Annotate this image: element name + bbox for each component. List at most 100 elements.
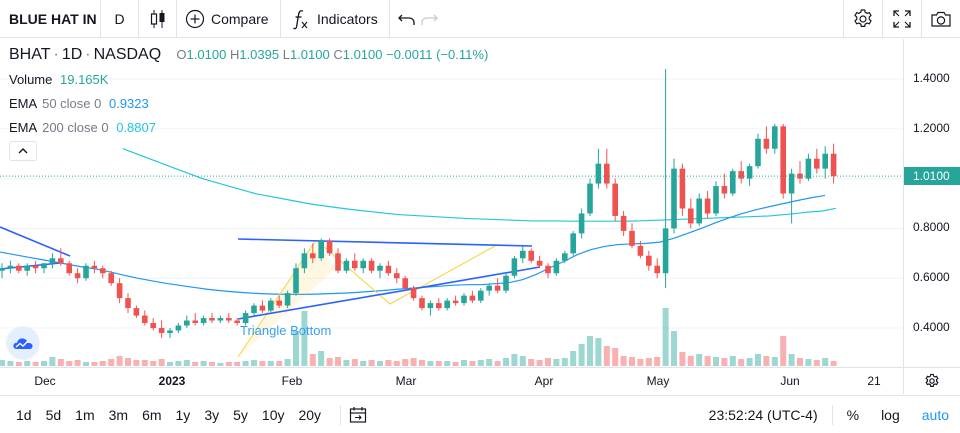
volume-bar bbox=[125, 358, 131, 366]
legend-ema200-row[interactable]: EMA 200 close 0 0.8807 bbox=[9, 120, 156, 135]
legend-interval: 1D bbox=[61, 46, 83, 63]
volume-bar bbox=[763, 356, 770, 366]
settings-button[interactable] bbox=[843, 0, 882, 38]
range-button-1m[interactable]: 1m bbox=[75, 406, 95, 423]
volume-bar bbox=[477, 360, 484, 366]
volume-bar bbox=[301, 311, 308, 366]
candle-body bbox=[32, 265, 39, 269]
candle-body bbox=[520, 250, 526, 259]
volume-bar bbox=[830, 361, 837, 366]
volume-bar bbox=[721, 358, 728, 366]
log-scale-toggle[interactable]: log bbox=[881, 407, 900, 423]
tradingview-logo-button[interactable] bbox=[7, 327, 39, 359]
candle-body bbox=[503, 275, 509, 291]
chart-type-button[interactable] bbox=[139, 0, 177, 38]
volume-bar bbox=[99, 361, 106, 366]
volume-bar bbox=[217, 363, 224, 366]
volume-bar bbox=[351, 359, 358, 366]
candle-body bbox=[242, 313, 249, 324]
interval-button[interactable]: D bbox=[101, 0, 139, 38]
goto-date-button[interactable] bbox=[349, 406, 367, 424]
auto-scale-toggle[interactable]: auto bbox=[921, 407, 949, 423]
pattern-trend-line bbox=[0, 226, 71, 257]
fullscreen-icon bbox=[893, 10, 911, 28]
legend-ema50-row[interactable]: EMA 50 close 0 0.9323 bbox=[9, 96, 149, 111]
symbol-name: BLUE HAT IN bbox=[9, 11, 97, 27]
volume-bar bbox=[528, 359, 535, 366]
fullscreen-button[interactable] bbox=[882, 0, 921, 38]
candle-body bbox=[335, 253, 341, 271]
price-chart[interactable] bbox=[0, 39, 903, 367]
volume-bar bbox=[175, 361, 182, 366]
undo-icon[interactable] bbox=[398, 11, 416, 27]
scale-settings-button[interactable] bbox=[903, 367, 960, 394]
candle-body bbox=[209, 318, 215, 321]
legend-volume-row[interactable]: Volume 19.165K bbox=[9, 72, 108, 87]
function-icon bbox=[293, 10, 308, 30]
cloud-chart-icon bbox=[13, 338, 33, 349]
range-button-3m[interactable]: 3m bbox=[108, 406, 129, 423]
date-range-group: 1d 5d 1m 3m 6m 1y 3y 5y 10y 20y bbox=[0, 407, 328, 423]
candle-body bbox=[360, 260, 366, 269]
indicators-button[interactable]: Indicators bbox=[281, 0, 390, 38]
legend-main-row: BHAT · 1D · NASDAQ O1.0100 H1.0395 L1.0100 C… bbox=[9, 46, 488, 64]
volume-bar bbox=[771, 357, 778, 366]
candle-body bbox=[469, 295, 476, 301]
candle-body bbox=[268, 300, 274, 311]
pattern-leg bbox=[315, 239, 496, 305]
candle-body bbox=[444, 300, 450, 309]
volume-bar bbox=[377, 361, 383, 366]
compare-label: Compare bbox=[211, 11, 269, 27]
volume-bar bbox=[41, 361, 47, 366]
legend-open-value: 1.0100 bbox=[186, 47, 227, 62]
volume-bar bbox=[24, 361, 31, 366]
range-button-6m[interactable]: 6m bbox=[142, 406, 162, 423]
candle-body bbox=[721, 186, 728, 194]
range-button-5d[interactable]: 5d bbox=[45, 406, 62, 423]
time-tick-label: Jun bbox=[780, 374, 800, 388]
legend-dot: · bbox=[53, 46, 59, 63]
price-scale[interactable]: 1.40001.20001.00000.80000.60000.40001.01… bbox=[903, 39, 960, 367]
candle-body bbox=[637, 245, 644, 256]
candle-body bbox=[125, 298, 131, 309]
ema200-params: 200 close 0 bbox=[42, 120, 109, 135]
symbol-search-button[interactable]: BLUE HAT IN bbox=[0, 0, 101, 38]
gear-icon bbox=[925, 373, 939, 387]
time-tick-label: Dec bbox=[34, 374, 56, 388]
candle-body bbox=[578, 213, 585, 234]
range-button-20y[interactable]: 20y bbox=[298, 406, 322, 423]
range-button-1y[interactable]: 1y bbox=[175, 406, 191, 423]
volume-bar bbox=[108, 359, 115, 366]
redo-icon[interactable] bbox=[420, 11, 438, 27]
candle-body bbox=[755, 138, 761, 167]
volume-bar bbox=[704, 356, 711, 366]
clock-timezone[interactable]: 23:52:24 (UTC-4) bbox=[708, 407, 818, 423]
ema50-label: EMA bbox=[9, 96, 37, 111]
volume-bar bbox=[276, 361, 283, 366]
volume-bar bbox=[452, 362, 459, 366]
top-toolbar: BLUE HAT IN D Compare Indicators bbox=[0, 0, 960, 38]
candle-body bbox=[797, 173, 803, 179]
volume-bar bbox=[410, 358, 417, 366]
legend-high-label: H bbox=[229, 47, 240, 62]
range-button-10y[interactable]: 10y bbox=[261, 406, 285, 423]
candle-body bbox=[318, 240, 324, 259]
volume-bar bbox=[637, 359, 644, 366]
candle-body bbox=[100, 268, 106, 274]
compare-button[interactable]: Compare bbox=[177, 0, 281, 38]
range-button-3y[interactable]: 3y bbox=[204, 406, 220, 423]
chart-pane[interactable] bbox=[0, 39, 903, 367]
legend-collapse-button[interactable] bbox=[9, 141, 37, 161]
candle-body bbox=[385, 265, 392, 274]
volume-bar bbox=[561, 358, 568, 366]
range-button-5y[interactable]: 5y bbox=[233, 406, 248, 423]
price-tick-label: 0.4000 bbox=[913, 320, 950, 334]
snapshot-button[interactable] bbox=[921, 0, 960, 38]
candle-body bbox=[394, 273, 400, 279]
time-scale[interactable]: Dec 2023 Feb Mar Apr May Jun 21 bbox=[0, 367, 903, 394]
range-button-1d[interactable]: 1d bbox=[16, 406, 32, 423]
time-tick-label: Apr bbox=[534, 374, 554, 388]
candle-body bbox=[217, 318, 224, 321]
volume-bar bbox=[494, 361, 501, 366]
percent-scale-toggle[interactable]: % bbox=[846, 407, 860, 423]
